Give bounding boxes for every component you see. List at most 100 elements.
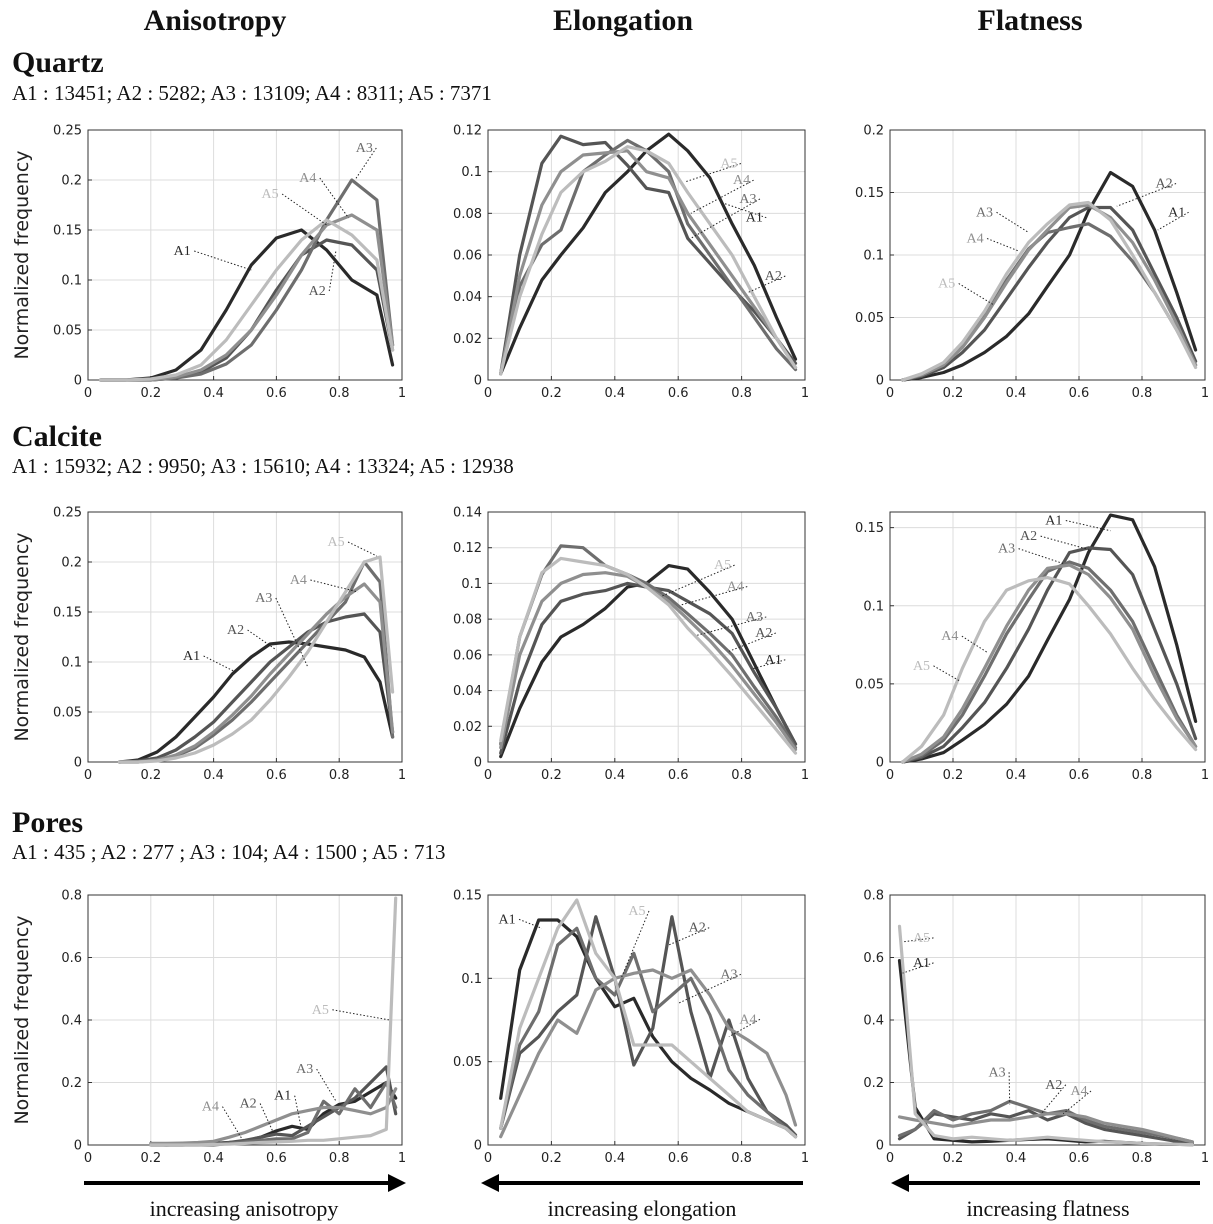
axes-frame bbox=[889, 129, 1206, 381]
y-tick-label: 0.8 bbox=[863, 889, 884, 904]
column-title-anisotropy: Anisotropy bbox=[143, 4, 287, 37]
chart-pores-elongation: 0 0.2 0.4 0.6 0.8 1 0 0.05 0.1 0.15 A1 A5 A2 A3 A4 bbox=[453, 889, 809, 1167]
x-tick-label: 0.6 bbox=[668, 386, 689, 401]
annotation-label-a5: A5 bbox=[913, 931, 930, 946]
y-tick-label: 0 bbox=[74, 374, 82, 389]
annotation-leader bbox=[247, 629, 277, 651]
x-tick-label: 0.8 bbox=[731, 768, 752, 783]
annotation-label-a1: A1 bbox=[746, 211, 763, 226]
y-tick-label: 0.2 bbox=[61, 174, 82, 189]
x-tick-label: 0.6 bbox=[1069, 768, 1090, 783]
series-line-a4 bbox=[499, 968, 798, 1139]
annotation-leader bbox=[1040, 535, 1089, 550]
series-line-a5 bbox=[900, 575, 1198, 764]
annotation-leader bbox=[902, 937, 934, 943]
annotation-label-a2: A2 bbox=[689, 921, 706, 936]
annotation-leader bbox=[662, 564, 735, 597]
annotation-label-a4: A4 bbox=[727, 580, 744, 595]
annotation-label-a4: A4 bbox=[202, 1100, 219, 1115]
row-title-quartz: Quartz bbox=[12, 46, 104, 79]
x-tick-label: 0 bbox=[484, 386, 492, 401]
arrow-left-flatness bbox=[891, 1174, 1200, 1192]
plot-area bbox=[488, 895, 805, 1145]
caption-anisotropy: increasing anisotropy bbox=[149, 1196, 339, 1221]
x-tick-label: 1 bbox=[1201, 386, 1209, 401]
annotation-label-a1: A1 bbox=[1168, 205, 1185, 220]
series-line-a4 bbox=[499, 149, 798, 376]
x-tick-label: 1 bbox=[398, 1151, 406, 1166]
x-tick-label: 0.8 bbox=[1132, 386, 1153, 401]
annotation-leader bbox=[697, 616, 767, 636]
y-tick-label: 0.04 bbox=[453, 684, 482, 699]
y-tick-label: 0.06 bbox=[453, 648, 482, 663]
x-tick-label: 0.2 bbox=[541, 386, 562, 401]
y-tick-label: 0.2 bbox=[61, 1076, 82, 1091]
annotation-leader bbox=[1018, 548, 1064, 565]
annotation-leader bbox=[933, 665, 960, 682]
x-tick-label: 0.4 bbox=[604, 386, 625, 401]
series-line-a3 bbox=[499, 544, 798, 750]
x-tick-label: 0.4 bbox=[1006, 1151, 1027, 1166]
y-tick-label: 0.06 bbox=[453, 249, 482, 264]
x-tick-label: 0.2 bbox=[943, 386, 964, 401]
annotation-leader bbox=[961, 635, 988, 654]
annotation-leader bbox=[332, 1009, 390, 1021]
arrow-right-anisotropy bbox=[84, 1174, 406, 1192]
chart-pores-anisotropy: 0 0.2 0.4 0.6 0.8 1 0 0.2 0.4 0.6 0.8 Normalized fr… bbox=[11, 889, 406, 1167]
row-counts-calcite: A1 : 15932; A2 : 9950; A3 : 15610; A4 : … bbox=[12, 454, 514, 478]
annotation-label-a3: A3 bbox=[989, 1065, 1006, 1080]
row-counts-quartz: A1 : 13451; A2 : 5282; A3 : 13109; A4 : … bbox=[12, 81, 492, 105]
y-tick-label: 0.2 bbox=[863, 124, 884, 139]
y-tick-label: 0.4 bbox=[61, 1014, 82, 1029]
annotation-leader bbox=[620, 910, 650, 979]
series-line-a4 bbox=[149, 1087, 398, 1145]
x-tick-label: 1 bbox=[398, 386, 406, 401]
x-tick-label: 1 bbox=[801, 386, 809, 401]
y-tick-label: 0.15 bbox=[855, 186, 884, 201]
series-line-a1 bbox=[117, 640, 395, 764]
annotation-leader bbox=[518, 918, 543, 929]
annotation-leader bbox=[310, 579, 359, 593]
x-tick-label: 0.6 bbox=[266, 768, 287, 783]
series-line-a5 bbox=[98, 218, 395, 382]
series-line-a3 bbox=[900, 560, 1198, 764]
annotation-label-a5: A5 bbox=[714, 558, 731, 573]
x-tick-label: 0 bbox=[886, 1151, 894, 1166]
x-tick-label: 0.6 bbox=[668, 768, 689, 783]
annotation-leader bbox=[668, 927, 710, 946]
series-line-a2 bbox=[900, 546, 1198, 764]
annotation-leader bbox=[690, 198, 761, 239]
y-tick-label: 0 bbox=[474, 374, 482, 389]
x-tick-label: 0.2 bbox=[140, 768, 161, 783]
annotation-leader bbox=[681, 586, 748, 606]
x-tick-label: 0.4 bbox=[604, 768, 625, 783]
annotation-label-a2: A2 bbox=[240, 1097, 257, 1112]
plot-area bbox=[88, 512, 402, 762]
axes-frame bbox=[487, 894, 806, 1146]
x-tick-label: 0.4 bbox=[604, 1151, 625, 1166]
annotation-leader bbox=[722, 202, 767, 219]
y-tick-label: 0.6 bbox=[61, 951, 82, 966]
y-tick-label: 0.4 bbox=[863, 1014, 884, 1029]
annotation-leader bbox=[728, 1018, 761, 1038]
annotation-label-a5: A5 bbox=[720, 157, 737, 172]
annotation-label-a4: A4 bbox=[966, 232, 983, 247]
caption-flatness: increasing flatness bbox=[966, 1196, 1130, 1221]
annotation-leader bbox=[728, 632, 776, 652]
annotation-label-a1: A1 bbox=[1045, 514, 1062, 529]
series-line-a4 bbox=[900, 203, 1198, 382]
x-tick-label: 0 bbox=[84, 1151, 92, 1166]
annotation-label-a1: A1 bbox=[183, 649, 200, 664]
chart-quartz-anisotropy: 0 0.2 0.4 0.6 0.8 1 0 0.05 0.1 0.15 0.2 0.25 Normali… bbox=[11, 124, 406, 402]
x-tick-label: 1 bbox=[398, 768, 406, 783]
series-line-a2 bbox=[499, 915, 798, 1137]
x-tick-label: 0.8 bbox=[731, 386, 752, 401]
annotation-leader bbox=[294, 1095, 303, 1130]
plot-area bbox=[88, 130, 402, 380]
annotation-label-a1: A1 bbox=[913, 956, 930, 971]
series-line-a2 bbox=[900, 205, 1198, 382]
axes-frame bbox=[487, 511, 806, 763]
y-tick-label: 0.05 bbox=[855, 311, 884, 326]
y-tick-label: 0.15 bbox=[53, 224, 82, 239]
x-tick-label: 0.6 bbox=[266, 386, 287, 401]
